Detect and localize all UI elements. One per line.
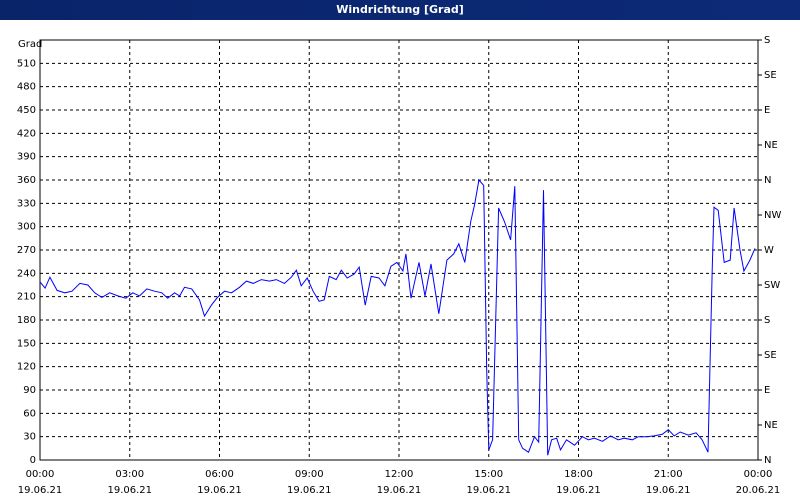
y-tick-label: 150 <box>17 338 36 349</box>
y2-tick-label: NE <box>764 420 778 431</box>
x-tick-date: 19.06.21 <box>466 485 511 496</box>
x-tick-date: 19.06.21 <box>18 485 63 496</box>
y-tick-label: 390 <box>17 152 36 163</box>
y-tick-label: 270 <box>17 245 36 256</box>
y-tick-label: 330 <box>17 198 36 209</box>
y2-tick-label: NW <box>764 210 781 221</box>
x-tick-date: 19.06.21 <box>197 485 242 496</box>
y-tick-label: 120 <box>17 362 36 373</box>
y-tick-label: 510 <box>17 58 36 69</box>
x-tick-label: 15:00 <box>474 469 503 480</box>
y-tick-label: 60 <box>23 408 36 419</box>
y-tick-label: 480 <box>17 82 36 93</box>
x-tick-label: 00:00 <box>26 469 55 480</box>
y2-tick-label: NE <box>764 140 778 151</box>
chart: Grad 0 30 60 90 120 150 180 210 240 270 300 330 360 3… <box>17 35 782 496</box>
x-tick-label: 21:00 <box>654 469 683 480</box>
y2-tick-label: SE <box>764 70 777 81</box>
y2-tick-label: N <box>764 175 771 186</box>
y2-tick-label: W <box>764 245 774 256</box>
x-tick-date: 19.06.21 <box>287 485 332 496</box>
y-tick-label: 360 <box>17 175 36 186</box>
y2-tick-label: S <box>764 315 770 326</box>
y-tick-label: 30 <box>23 432 36 443</box>
x-tick-label: 12:00 <box>385 469 414 480</box>
y-tick-label: 450 <box>17 105 36 116</box>
y2-tick-label: SE <box>764 350 777 361</box>
x-tick-label: 06:00 <box>205 469 234 480</box>
y-tick-label: 420 <box>17 128 36 139</box>
x-tick-label: 00:00 <box>744 469 773 480</box>
y-tick-label: 0 <box>30 455 36 466</box>
y2-tick-label: N <box>764 455 771 466</box>
x-tick-label: 03:00 <box>115 469 144 480</box>
y-tick-label: 240 <box>17 268 36 279</box>
y2-tick-label: SW <box>764 280 780 291</box>
y-tick-label: 210 <box>17 292 36 303</box>
x-tick-date: 20.06.21 <box>736 485 781 496</box>
y-tick-label: 300 <box>17 222 36 233</box>
x-tick-date: 19.06.21 <box>556 485 601 496</box>
x-tick-label: 18:00 <box>564 469 593 480</box>
y2-tick-label: E <box>764 385 770 396</box>
y-tick-label: 90 <box>23 385 36 396</box>
y2-tick-label: S <box>764 35 770 46</box>
y-axis-label: Grad <box>18 39 42 50</box>
x-tick-date: 19.06.21 <box>377 485 422 496</box>
y2-tick-label: E <box>764 105 770 116</box>
x-tick-date: 19.06.21 <box>107 485 152 496</box>
data-line <box>39 178 756 456</box>
x-tick-date: 19.06.21 <box>646 485 691 496</box>
x-tick-label: 09:00 <box>295 469 324 480</box>
window-title: Windrichtung [Grad] <box>0 0 800 20</box>
y-tick-label: 180 <box>17 315 36 326</box>
